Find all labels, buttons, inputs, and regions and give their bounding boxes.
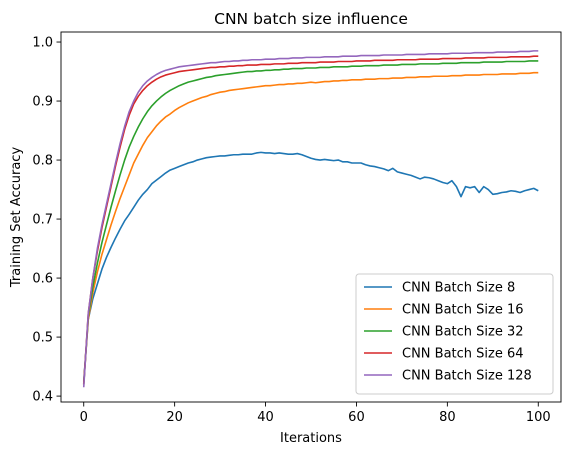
legend-label-5: CNN Batch Size 128	[402, 369, 532, 384]
legend: CNN Batch Size 8 CNN Batch Size 16 CNN Bat…	[355, 273, 554, 395]
y-axis-label: Training Set Accuracy	[9, 147, 24, 289]
axes-frame	[60, 31, 562, 403]
legend-label-4: CNN Batch Size 64	[402, 347, 524, 362]
legend-label-1: CNN Batch Size 8	[402, 281, 515, 296]
x-tick-label: 0	[80, 410, 88, 425]
series-lines	[82, 50, 539, 388]
x-tick-label: 100	[526, 410, 551, 425]
legend-label-2: CNN Batch Size 16	[402, 303, 524, 318]
y-tick-label: 0.9	[32, 95, 53, 110]
y-tick-label: 1.0	[32, 36, 53, 51]
x-tick-label: 20	[166, 410, 183, 425]
y-tick-label: 0.4	[32, 390, 53, 405]
y-tick-label: 0.7	[32, 213, 53, 228]
y-tick-label: 0.8	[32, 154, 53, 169]
series-line-5	[82, 50, 539, 388]
legend-label-3: CNN Batch Size 32	[402, 325, 524, 340]
series-line-4	[82, 55, 539, 385]
y-tick-label: 0.5	[32, 331, 53, 346]
x-axis: 0 20 40 60 80 100	[80, 402, 551, 425]
y-axis: 0.4 0.5 0.6 0.7 0.8 0.9 1.0	[32, 36, 61, 405]
x-axis-label: Iterations	[280, 431, 342, 446]
legend-box	[355, 273, 554, 395]
series-line-1	[82, 151, 539, 382]
series-line-2	[82, 71, 539, 385]
chart-title: CNN batch size influence	[214, 10, 408, 28]
y-tick-label: 0.6	[32, 272, 53, 287]
x-tick-label: 80	[439, 410, 456, 425]
x-tick-label: 40	[257, 410, 274, 425]
series-line-3	[82, 60, 539, 385]
x-tick-label: 60	[348, 410, 365, 425]
